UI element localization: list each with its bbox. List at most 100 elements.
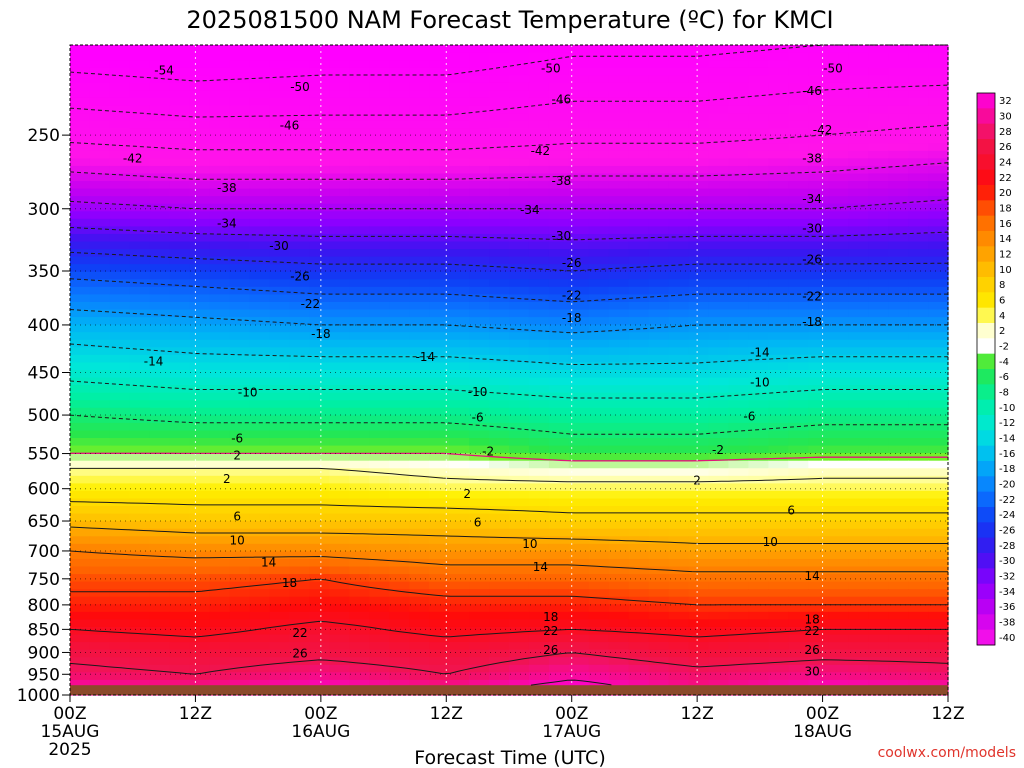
- heatmap-cell: [269, 679, 291, 689]
- heatmap-cell: [489, 664, 510, 673]
- heatmap-cell: [309, 249, 330, 258]
- heatmap-cell: [169, 52, 191, 61]
- heatmap-cell: [908, 475, 929, 484]
- heatmap-cell: [309, 309, 330, 318]
- heatmap-cell: [489, 158, 510, 167]
- heatmap-cell: [309, 490, 330, 500]
- heatmap-cell: [349, 97, 370, 107]
- heatmap-cell: [489, 445, 510, 454]
- heatmap-cell: [668, 45, 690, 54]
- heatmap-cell: [129, 581, 151, 590]
- heatmap-cell: [189, 468, 211, 477]
- heatmap-cell: [169, 75, 191, 84]
- heatmap-cell: [469, 528, 490, 537]
- heatmap-cell: [89, 543, 111, 552]
- heatmap-cell: [269, 566, 291, 575]
- heatmap-cell: [189, 75, 211, 84]
- heatmap-cell: [748, 422, 769, 432]
- heatmap-cell: [808, 460, 829, 469]
- heatmap-cell: [608, 475, 630, 484]
- heatmap-cell: [728, 120, 750, 129]
- heatmap-cell: [269, 589, 291, 598]
- heatmap-cell: [608, 128, 630, 137]
- heatmap-cell: [788, 521, 809, 530]
- heatmap-cell: [608, 339, 630, 348]
- heatmap-cell: [528, 271, 550, 280]
- heatmap-cell: [808, 294, 829, 303]
- heatmap-cell: [109, 271, 131, 280]
- heatmap-cell: [708, 422, 730, 432]
- heatmap-cell: [768, 52, 789, 61]
- colorbar-swatch: [977, 154, 995, 171]
- heatmap-cell: [369, 203, 390, 212]
- heatmap-cell: [708, 332, 730, 341]
- heatmap-cell: [329, 430, 350, 439]
- heatmap-cell: [648, 558, 670, 568]
- heatmap-cell: [289, 97, 311, 107]
- heatmap-cell: [229, 513, 251, 522]
- heatmap-cell: [189, 188, 211, 197]
- heatmap-cell: [848, 271, 869, 280]
- heatmap-cell: [329, 226, 350, 235]
- heatmap-cell: [528, 354, 550, 364]
- heatmap-cell: [788, 392, 809, 401]
- heatmap-cell: [928, 135, 949, 144]
- heatmap-cell: [349, 309, 370, 318]
- heatmap-cell: [668, 211, 690, 220]
- heatmap-cell: [648, 506, 670, 515]
- heatmap-cell: [648, 120, 670, 129]
- heatmap-cell: [189, 226, 211, 235]
- heatmap-cell: [429, 120, 450, 129]
- heatmap-cell: [209, 370, 231, 379]
- heatmap-cell: [449, 249, 470, 258]
- heatmap-cell: [628, 203, 650, 212]
- heatmap-cell: [728, 113, 750, 122]
- heatmap-cell: [668, 249, 690, 258]
- heatmap-cell: [169, 188, 191, 197]
- heatmap-cell: [708, 664, 730, 673]
- heatmap-cell: [808, 536, 829, 545]
- heatmap-cell: [768, 468, 789, 477]
- heatmap-cell: [528, 642, 550, 651]
- heatmap-cell: [608, 165, 630, 175]
- colorbar-label: 16: [999, 219, 1012, 230]
- heatmap-cell: [429, 309, 450, 318]
- heatmap-cell: [489, 165, 510, 175]
- heatmap-cell: [189, 347, 211, 356]
- heatmap-cell: [109, 657, 131, 666]
- heatmap-cell: [229, 415, 251, 424]
- heatmap-cell: [908, 52, 929, 61]
- heatmap-cell: [489, 521, 510, 530]
- heatmap-cell: [429, 581, 450, 590]
- heatmap-cell: [289, 558, 311, 568]
- heatmap-cell: [588, 271, 610, 280]
- heatmap-cell: [389, 400, 410, 409]
- heatmap-cell: [89, 400, 111, 409]
- heatmap-cell: [409, 407, 430, 416]
- heatmap-cell: [309, 407, 330, 416]
- heatmap-cell: [309, 679, 330, 689]
- heatmap-cell: [349, 249, 370, 258]
- heatmap-cell: [748, 370, 769, 379]
- heatmap-cell: [70, 188, 91, 197]
- heatmap-cell: [548, 407, 570, 416]
- heatmap-cell: [628, 286, 650, 296]
- heatmap-cell: [768, 173, 789, 182]
- heatmap-cell: [309, 566, 330, 575]
- heatmap-cell: [109, 181, 131, 190]
- colorbar-label: -4: [999, 357, 1009, 368]
- heatmap-cell: [868, 90, 889, 99]
- heatmap-cell: [349, 490, 370, 500]
- heatmap-cell: [548, 392, 570, 401]
- credit-link[interactable]: coolwx.com/models: [878, 745, 1016, 761]
- heatmap-cell: [568, 619, 590, 628]
- heatmap-cell: [129, 113, 151, 122]
- heatmap-cell: [489, 679, 510, 689]
- heatmap-cell: [269, 264, 291, 273]
- heatmap-cell: [70, 67, 91, 76]
- heatmap-cell: [489, 407, 510, 416]
- heatmap-cell: [608, 657, 630, 666]
- heatmap-cell: [129, 203, 151, 212]
- heatmap-cell: [668, 256, 690, 265]
- heatmap-cell: [309, 218, 330, 227]
